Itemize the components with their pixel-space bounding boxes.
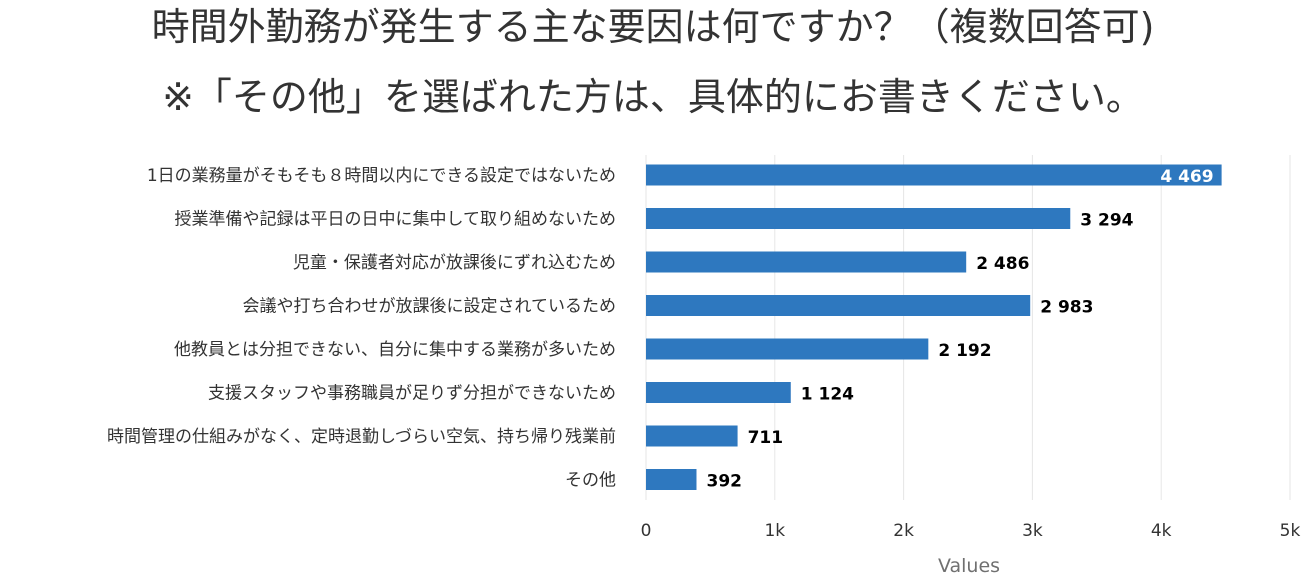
value-label-1: 3 294 (1080, 211, 1133, 231)
chart-title-line-1: 時間外勤務が発生する主な要因は何ですか？（複数回答可) (151, 5, 1155, 49)
category-label-3: 会議や打ち合わせが放課後に設定されているため (243, 297, 617, 317)
chart-title-line-2: ※「その他」を選ばれた方は、具体的にお書きください。 (162, 75, 1144, 119)
category-label-0: 1日の業務量がそもそも８時間以内にできる設定ではないため (147, 166, 616, 186)
x-axis-title: Values (938, 555, 1000, 577)
bar-0 (646, 164, 1222, 186)
value-label-0: 4 469 (1160, 167, 1213, 187)
category-label-1: 授業準備や記録は平日の日中に集中して取り組めないため (175, 210, 617, 230)
x-tick-label-3: 3k (1022, 521, 1043, 541)
x-tick-label-1: 1k (764, 521, 785, 541)
value-label-2: 2 486 (976, 254, 1029, 274)
value-label-5: 1 124 (801, 385, 854, 405)
gridlines (645, 155, 1291, 500)
category-label-5: 支援スタッフや事務職員が足りず分担ができないため (208, 384, 616, 404)
bar-5 (646, 382, 791, 403)
value-labels: 4 469 3 294 2 486 2 983 2 192 1 124 711 392 (706, 167, 1213, 492)
bar-3 (646, 295, 1031, 316)
category-label-6: 時間管理の仕組みがなく、定時退勤しづらい空気、持ち帰り残業前 (107, 427, 616, 447)
value-label-3: 2 983 (1040, 298, 1093, 318)
x-tick-label-4: 4k (1151, 521, 1172, 541)
category-labels: 1日の業務量がそもそも８時間以内にできる設定ではないため授業準備や記録は平日の日… (107, 166, 616, 491)
bar-4 (646, 338, 929, 360)
value-label-6: 711 (748, 428, 784, 448)
bar-6 (646, 425, 738, 447)
bars (646, 164, 1222, 490)
category-label-7: その他 (565, 471, 616, 491)
x-axis-ticks: 0 1k 2k 3k 4k 5k (641, 521, 1301, 541)
category-label-4: 他教員とは分担できない、自分に集中する業務が多いため (174, 340, 616, 360)
x-tick-label-0: 0 (641, 521, 652, 541)
value-label-4: 2 192 (938, 341, 991, 361)
category-label-2: 児童・保護者対応が放課後にずれ込むため (293, 253, 616, 273)
bar-7 (646, 469, 697, 490)
bar-1 (646, 208, 1071, 229)
bar-2 (646, 251, 967, 273)
x-tick-label-5: 5k (1280, 521, 1301, 541)
x-tick-label-2: 2k (893, 521, 914, 541)
value-label-7: 392 (706, 472, 742, 492)
